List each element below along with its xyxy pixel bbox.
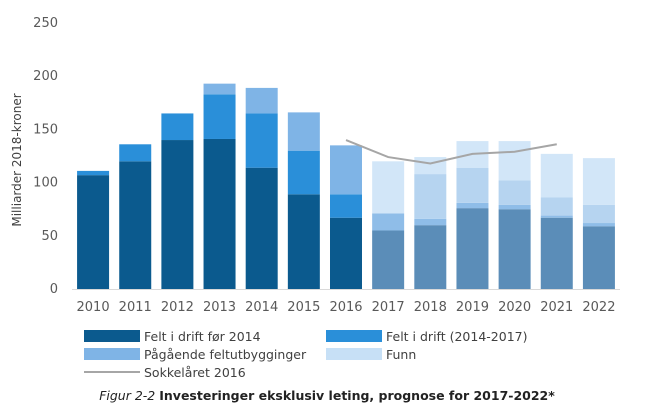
y-tick-label: 250 xyxy=(33,16,58,31)
bar-segment-2021-series-2 xyxy=(540,197,573,216)
legend-item-felt-for-2014: Felt i drift før 2014 xyxy=(84,327,261,345)
x-tick-label: 2016 xyxy=(329,300,362,315)
legend-label: Pågående feltutbygginger xyxy=(144,346,307,362)
bar-segment-2021-series-0 xyxy=(540,217,573,289)
x-tick-label: 2013 xyxy=(203,300,236,315)
bar-segment-2016-series-2 xyxy=(330,145,362,195)
legend-label: Sokkelåret 2016 xyxy=(144,364,246,380)
bar-segment-2013-series-0 xyxy=(203,138,236,289)
legend-item-sokkelaret: Sokkelåret 2016 xyxy=(84,363,246,381)
legend-swatch xyxy=(326,348,382,360)
bar-segment-2012-series-1 xyxy=(161,113,194,141)
bar-segment-2013-series-2 xyxy=(203,83,236,95)
bar-segment-2017-series-0 xyxy=(372,230,405,289)
bar-segment-2022-series-2 xyxy=(582,204,615,224)
bar-segment-2016-series-1 xyxy=(330,194,362,218)
bar-segment-2021-series-1 xyxy=(540,215,573,218)
x-tick-label: 2015 xyxy=(287,300,320,315)
y-axis-label: Milliarder 2018-kroner xyxy=(10,93,24,226)
bar-segment-2019-series-0 xyxy=(456,208,489,289)
legend-item-pagaende: Pågående feltutbygginger xyxy=(84,345,306,363)
x-tick-label: 2021 xyxy=(540,300,573,315)
x-tick-label: 2020 xyxy=(498,300,531,315)
legend-line-swatch xyxy=(84,371,140,373)
bar-segment-2010-series-0 xyxy=(77,175,110,289)
bar-segment-2017-series-3 xyxy=(372,161,405,214)
x-axis-ticks: 2010 2011 2012 2013 2014 2015 2016 2017 2018 2019… xyxy=(77,300,616,315)
bar-segment-2015-series-2 xyxy=(287,112,320,151)
legend-item-funn: Funn xyxy=(326,345,416,363)
bar-segment-2020-series-1 xyxy=(498,204,531,210)
bar-segment-2022-series-3 xyxy=(582,158,615,205)
bar-segment-2013-series-1 xyxy=(203,94,236,139)
chart: 0 50 100 150 200 250 2010 2011 2012 2013 2014 2015… xyxy=(10,16,620,315)
y-tick-label: 100 xyxy=(33,176,58,191)
bar-segment-2018-series-2 xyxy=(414,174,447,219)
x-tick-label: 2014 xyxy=(245,300,278,315)
legend-swatch xyxy=(84,330,140,342)
bar-segment-2018-series-0 xyxy=(414,225,447,289)
bar-segment-2014-series-2 xyxy=(245,87,278,114)
bar-segment-2011-series-1 xyxy=(119,144,152,162)
bar-segment-2018-series-1 xyxy=(414,218,447,226)
x-tick-label: 2017 xyxy=(372,300,405,315)
bar-segment-2019-series-1 xyxy=(456,202,489,209)
y-tick-label: 0 xyxy=(50,282,58,297)
legend-item-felt-2014-2017: Felt i drift (2014-2017) xyxy=(326,327,527,345)
bar-segment-2014-series-1 xyxy=(245,113,278,168)
sokkelaret-line xyxy=(345,139,557,165)
legend-label: Felt i drift (2014-2017) xyxy=(386,328,528,344)
bar-segment-2015-series-0 xyxy=(287,194,320,289)
bar-segment-2019-series-2 xyxy=(456,167,489,203)
x-tick-label: 2022 xyxy=(582,300,615,315)
legend-label: Funn xyxy=(386,346,417,362)
x-tick-label: 2012 xyxy=(161,300,194,315)
x-tick-label: 2010 xyxy=(77,300,110,315)
line-sokkelaret-2016 xyxy=(345,139,557,165)
bar-segment-2018-series-3 xyxy=(414,157,447,175)
y-tick-label: 200 xyxy=(33,69,58,84)
bars xyxy=(77,83,615,289)
bar-segment-2021-series-3 xyxy=(540,153,573,198)
bar-segment-2022-series-0 xyxy=(582,226,615,289)
bar-segment-2017-series-1 xyxy=(372,213,405,231)
bar-segment-2022-series-1 xyxy=(582,223,615,227)
bar-segment-2020-series-0 xyxy=(498,209,531,289)
bar-segment-2012-series-0 xyxy=(161,140,194,289)
bar-segment-2014-series-0 xyxy=(245,167,278,289)
x-tick-label: 2019 xyxy=(456,300,489,315)
x-tick-label: 2018 xyxy=(414,300,447,315)
bar-segment-2016-series-0 xyxy=(330,217,362,289)
y-tick-label: 150 xyxy=(33,122,58,137)
caption-figure-number: Figur 2-2 xyxy=(99,388,156,403)
x-tick-label: 2011 xyxy=(119,300,152,315)
legend-label: Felt i drift før 2014 xyxy=(144,328,261,344)
legend-swatch xyxy=(326,330,382,342)
bar-segment-2020-series-3 xyxy=(498,141,531,181)
bar-segment-2015-series-1 xyxy=(287,150,320,195)
bar-segment-2020-series-2 xyxy=(498,180,531,205)
legend-swatch xyxy=(84,348,140,360)
caption-title: Investeringer eksklusiv leting, prognose… xyxy=(159,388,555,403)
bar-segment-2010-series-1 xyxy=(77,170,110,176)
bar-segment-2011-series-0 xyxy=(119,161,152,289)
y-axis-ticks: 0 50 100 150 200 250 xyxy=(33,16,58,297)
y-tick-label: 50 xyxy=(41,229,58,244)
figure-caption: Figur 2-2 Investeringer eksklusiv leting… xyxy=(0,388,654,403)
